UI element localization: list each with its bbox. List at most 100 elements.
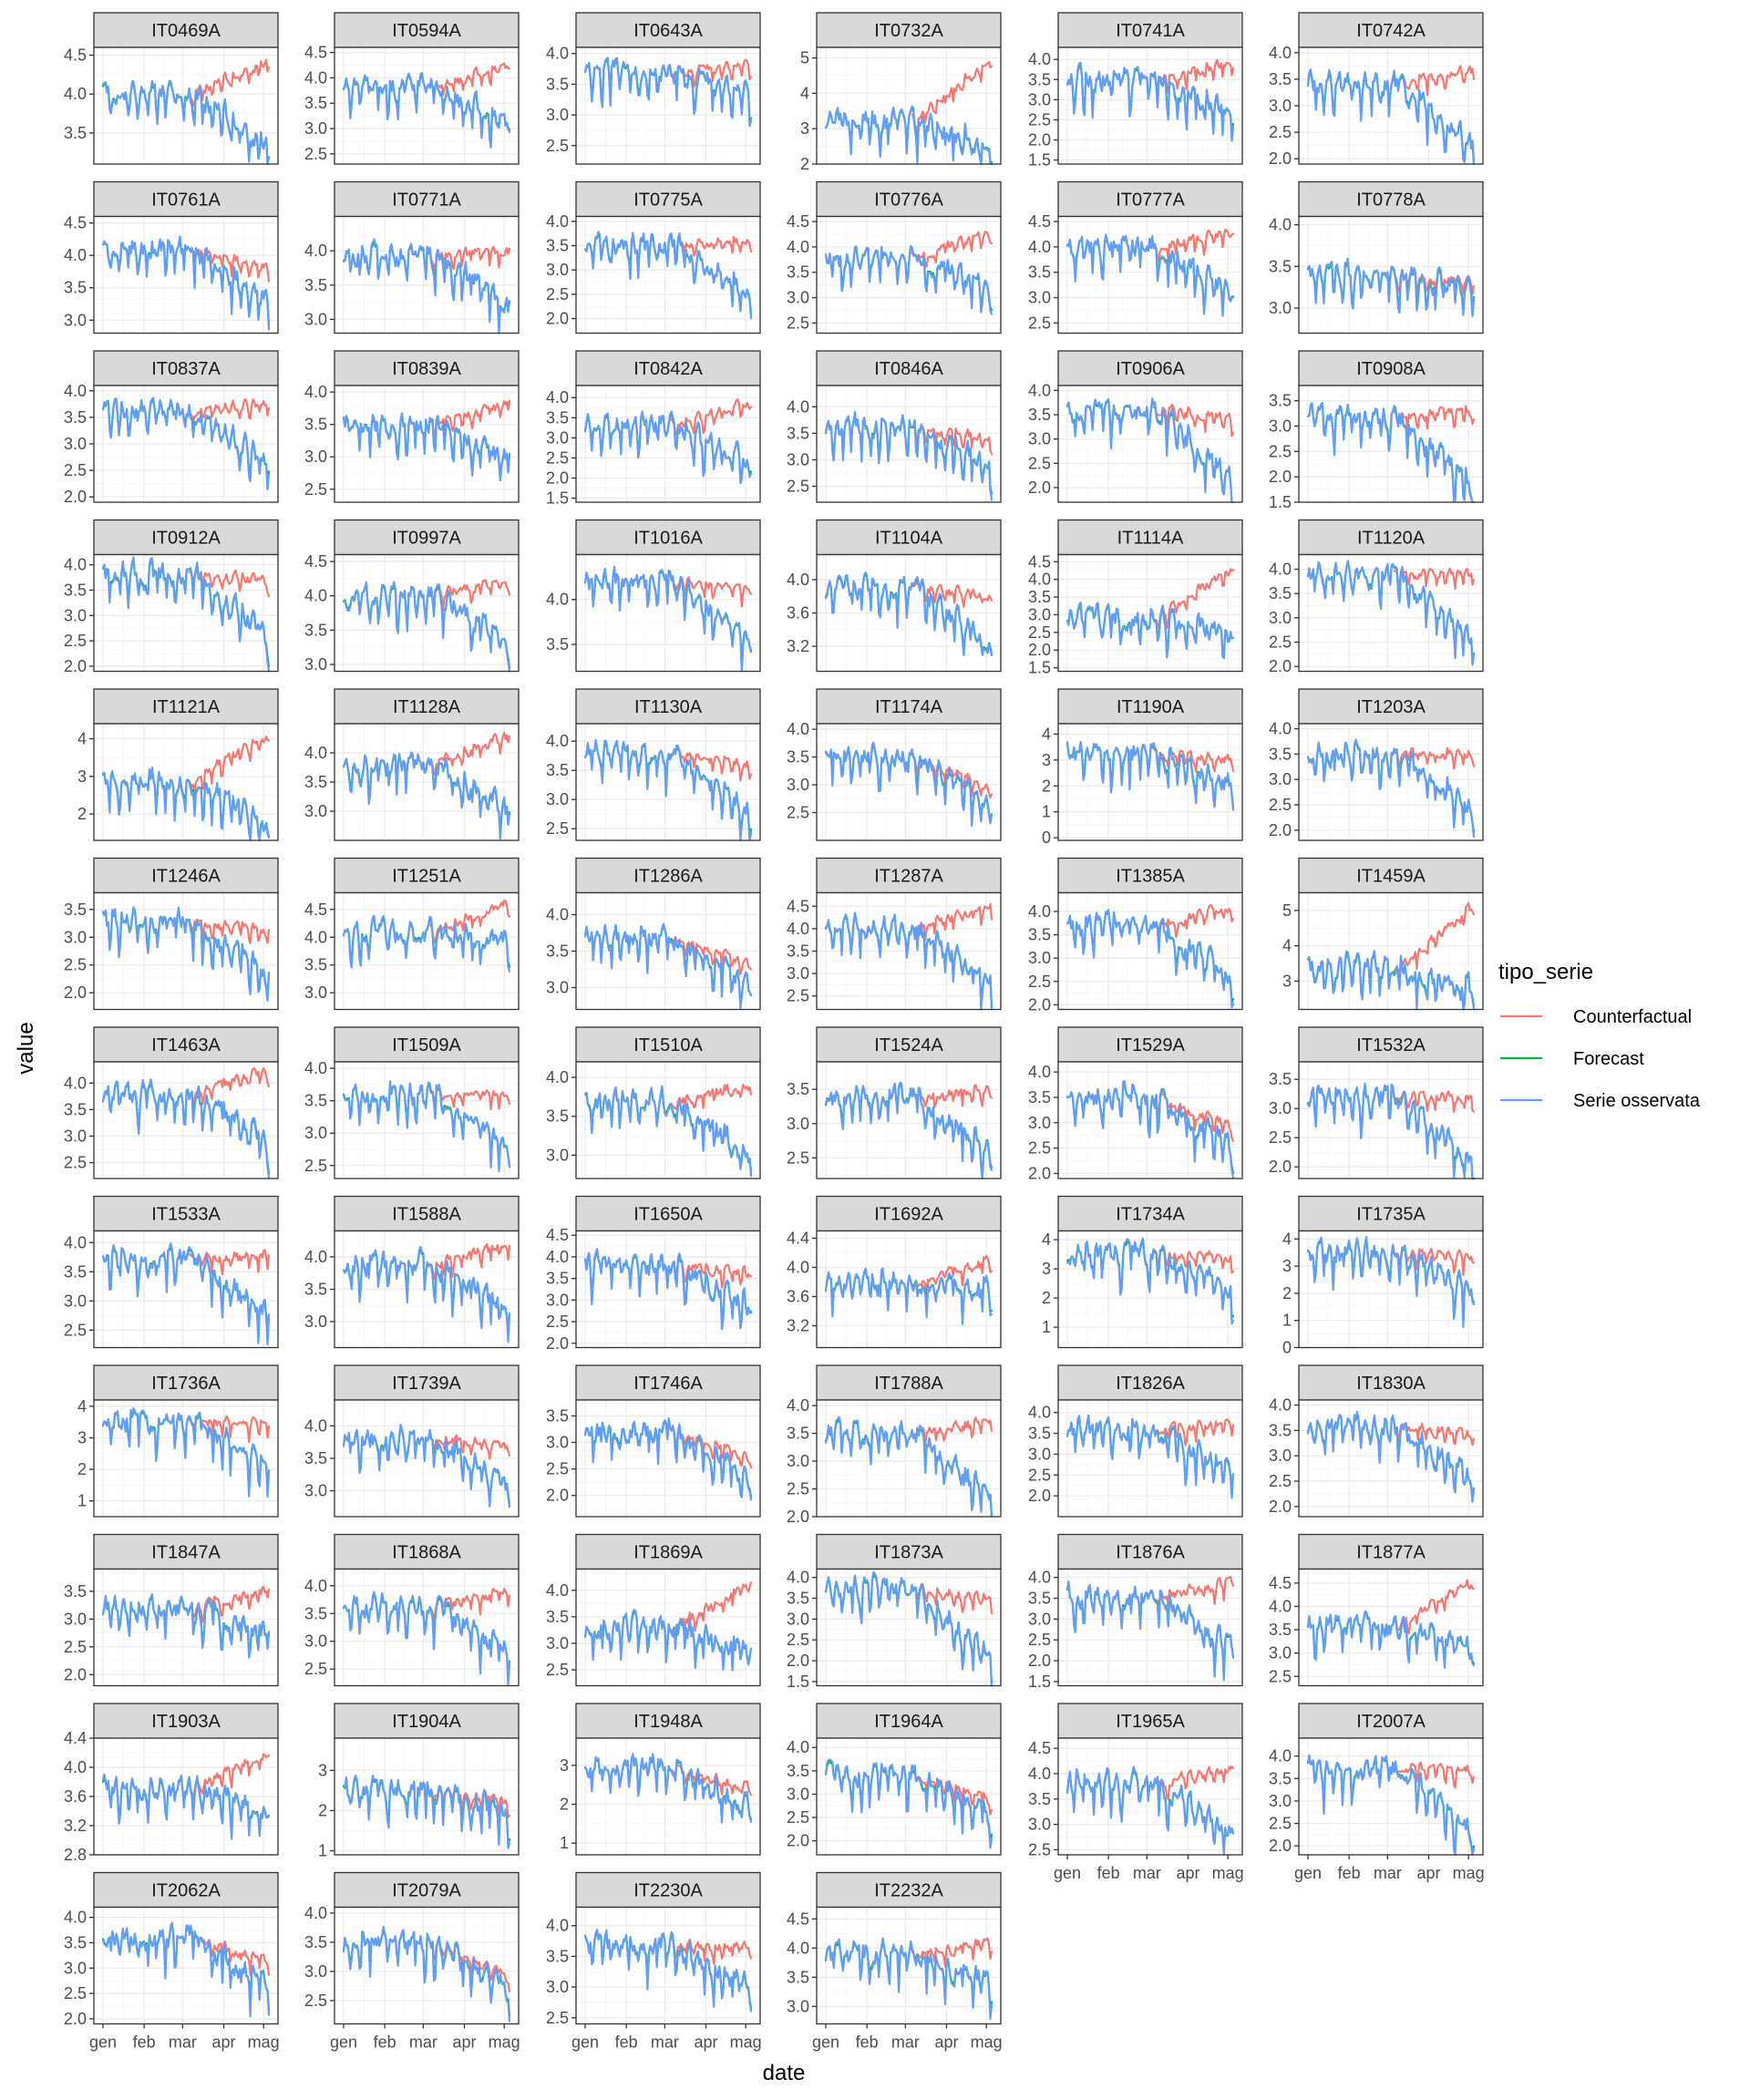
- panel-border: [575, 215, 761, 335]
- facet-panel-it1385a: IT1385A 2.0 2.5 3.0 3.5 4.0: [1028, 857, 1243, 1014]
- y-tick-label: 3.0: [787, 1452, 809, 1470]
- panel-border: [816, 1230, 1002, 1349]
- y-tick-label: 4.0: [304, 242, 327, 260]
- y-tick-label: 4.0: [304, 587, 327, 605]
- y-tick-label: 2.5: [64, 1154, 87, 1172]
- legend-entry-counterfactual: Counterfactual: [1500, 1007, 1692, 1027]
- facet-panel-it1877a: IT1877A 2.5 3.0 3.5 4.0 4.5: [1269, 1533, 1484, 1687]
- series-serie-osservata: [824, 411, 993, 501]
- y-tick-label: 3.5: [304, 621, 327, 639]
- panel-background: [1299, 724, 1483, 840]
- y-tick-label: 4.0: [546, 1917, 569, 1935]
- series-counterfactual: [911, 1583, 993, 1615]
- series-serie-osservata: [342, 751, 511, 840]
- facet-strip: [1298, 857, 1484, 894]
- facet-strip: [334, 519, 520, 556]
- y-tick-label: 2.0: [64, 983, 87, 1002]
- facet-panel-it1524a: IT1524A 2.5 3.0 3.5: [787, 1026, 1002, 1180]
- facet-panel-it1174a: IT1174A 2.5 3.0 3.5 4.0: [787, 688, 1002, 841]
- facet-strip: [816, 350, 1002, 386]
- series-counterfactual: [188, 736, 271, 796]
- facet-panel-it1104a: IT1104A 3.2 3.6 4.0: [787, 519, 1002, 673]
- panel-border: [334, 1737, 520, 1856]
- panel-border: [1298, 1061, 1484, 1179]
- x-tick-label: feb: [133, 2033, 156, 2052]
- y-tick-label: 3.0: [1269, 1792, 1292, 1810]
- panel-border: [334, 553, 520, 673]
- y-tick-label: 2.5: [787, 1480, 809, 1498]
- facet-strip: [816, 857, 1002, 894]
- y-tick-label: 3.5: [1028, 926, 1051, 944]
- facet-panel-it1246a: IT1246A 2.0 2.5 3.0 3.5: [64, 857, 279, 1011]
- y-tick-label: 4.0: [787, 397, 809, 416]
- facet-panel-it0777a: IT0777A 2.5 3.0 3.5 4.0 4.5: [1028, 180, 1243, 335]
- y-tick-label: 4.5: [1028, 212, 1051, 231]
- panel-border: [816, 215, 1002, 335]
- series-counterfactual: [1152, 228, 1235, 263]
- y-tick-label: 3.5: [1269, 745, 1292, 763]
- y-tick-label: 3.0: [787, 1785, 809, 1803]
- series-serie-osservata: [583, 410, 753, 485]
- y-tick-label: 4.0: [304, 928, 327, 946]
- facet-panel-it0839a: IT0839A 2.5 3.0 3.5 4.0: [304, 350, 520, 503]
- y-tick-label: 4.0: [787, 1259, 809, 1277]
- legend-title: tipo_serie: [1498, 960, 1593, 984]
- facet-strip: [575, 1026, 761, 1063]
- y-tick-label: 3.5: [304, 773, 327, 791]
- series-counterfactual: [670, 235, 753, 257]
- facet-strip-label: IT1509A: [392, 1035, 461, 1055]
- facet-strip-label: IT1385A: [1116, 867, 1185, 887]
- panel-background: [1058, 1738, 1242, 1855]
- series-serie-osservata: [1065, 61, 1235, 142]
- y-tick-label: 2.5: [304, 1992, 327, 2010]
- series-serie-osservata: [101, 1593, 271, 1659]
- series-counterfactual: [670, 747, 753, 782]
- y-tick-label: 4.0: [1269, 1597, 1292, 1615]
- facet-strip-label: IT1847A: [151, 1543, 221, 1563]
- y-tick-label: 3.0: [1269, 1644, 1292, 1662]
- y-tick-label: 3.5: [546, 635, 569, 654]
- panel-background: [576, 1738, 760, 1855]
- x-tick-label: feb: [856, 2033, 879, 2052]
- y-tick-label: 3.0: [1269, 417, 1292, 436]
- y-tick-label: 1.5: [1028, 659, 1051, 677]
- y-tick-label: 3.5: [546, 942, 569, 961]
- y-tick-label: 3.0: [1028, 1816, 1051, 1834]
- panel-border: [1298, 1737, 1484, 1856]
- panel-background: [817, 1062, 1001, 1179]
- y-tick-label: 3.0: [64, 1959, 87, 1977]
- facet-strip-label: IT1903A: [151, 1712, 221, 1732]
- y-tick-label: 4.0: [546, 906, 569, 924]
- x-tick-label: mar: [169, 2033, 197, 2052]
- facet-panel-it2062a: IT2062A 2.0 2.5 3.0 3.5 4.0 gen feb mar apr mag: [64, 1871, 280, 2052]
- x-axis-title: date: [763, 2061, 806, 2085]
- x-tick-label: gen: [1054, 1864, 1081, 1882]
- y-tick-label: 4.0: [64, 382, 87, 400]
- facet-strip-label: IT2230A: [633, 1881, 703, 1901]
- x-tick-label: apr: [694, 2033, 717, 2052]
- series-counterfactual: [670, 1083, 753, 1111]
- y-tick-label: 4.0: [304, 744, 327, 762]
- panel-border: [575, 723, 761, 841]
- y-tick-label: 2.8: [64, 1846, 87, 1864]
- panel-border: [816, 1061, 1002, 1179]
- y-tick-label: 4: [1282, 937, 1292, 955]
- facet-strip: [93, 857, 279, 894]
- facet-strip-label: IT1830A: [1356, 1374, 1426, 1394]
- y-tick-label: 2.5: [64, 1638, 87, 1656]
- facet-strip: [575, 519, 761, 556]
- y-tick-label: 3.5: [1028, 588, 1051, 606]
- x-tick-label: gen: [812, 2033, 839, 2052]
- facet-strip-label: IT0842A: [633, 359, 703, 379]
- y-tick-label: 4.0: [64, 1758, 87, 1776]
- series-serie-osservata: [1065, 233, 1235, 317]
- y-tick-label: 0: [1282, 1339, 1292, 1357]
- panel-border: [93, 1061, 279, 1179]
- y-tick-label: 2.0: [1028, 131, 1051, 149]
- facet-panel-it0846a: IT0846A 2.5 3.0 3.5 4.0: [787, 350, 1002, 503]
- facet-panel-it1876a: IT1876A 1.5 2.0 2.5 3.0 3.5 4.0: [1028, 1533, 1243, 1691]
- y-tick-label: 3.0: [304, 802, 327, 820]
- facet-strip-label: IT1876A: [1116, 1543, 1185, 1563]
- y-tick-label: 2.5: [64, 632, 87, 650]
- y-tick-label: 4.0: [787, 920, 809, 938]
